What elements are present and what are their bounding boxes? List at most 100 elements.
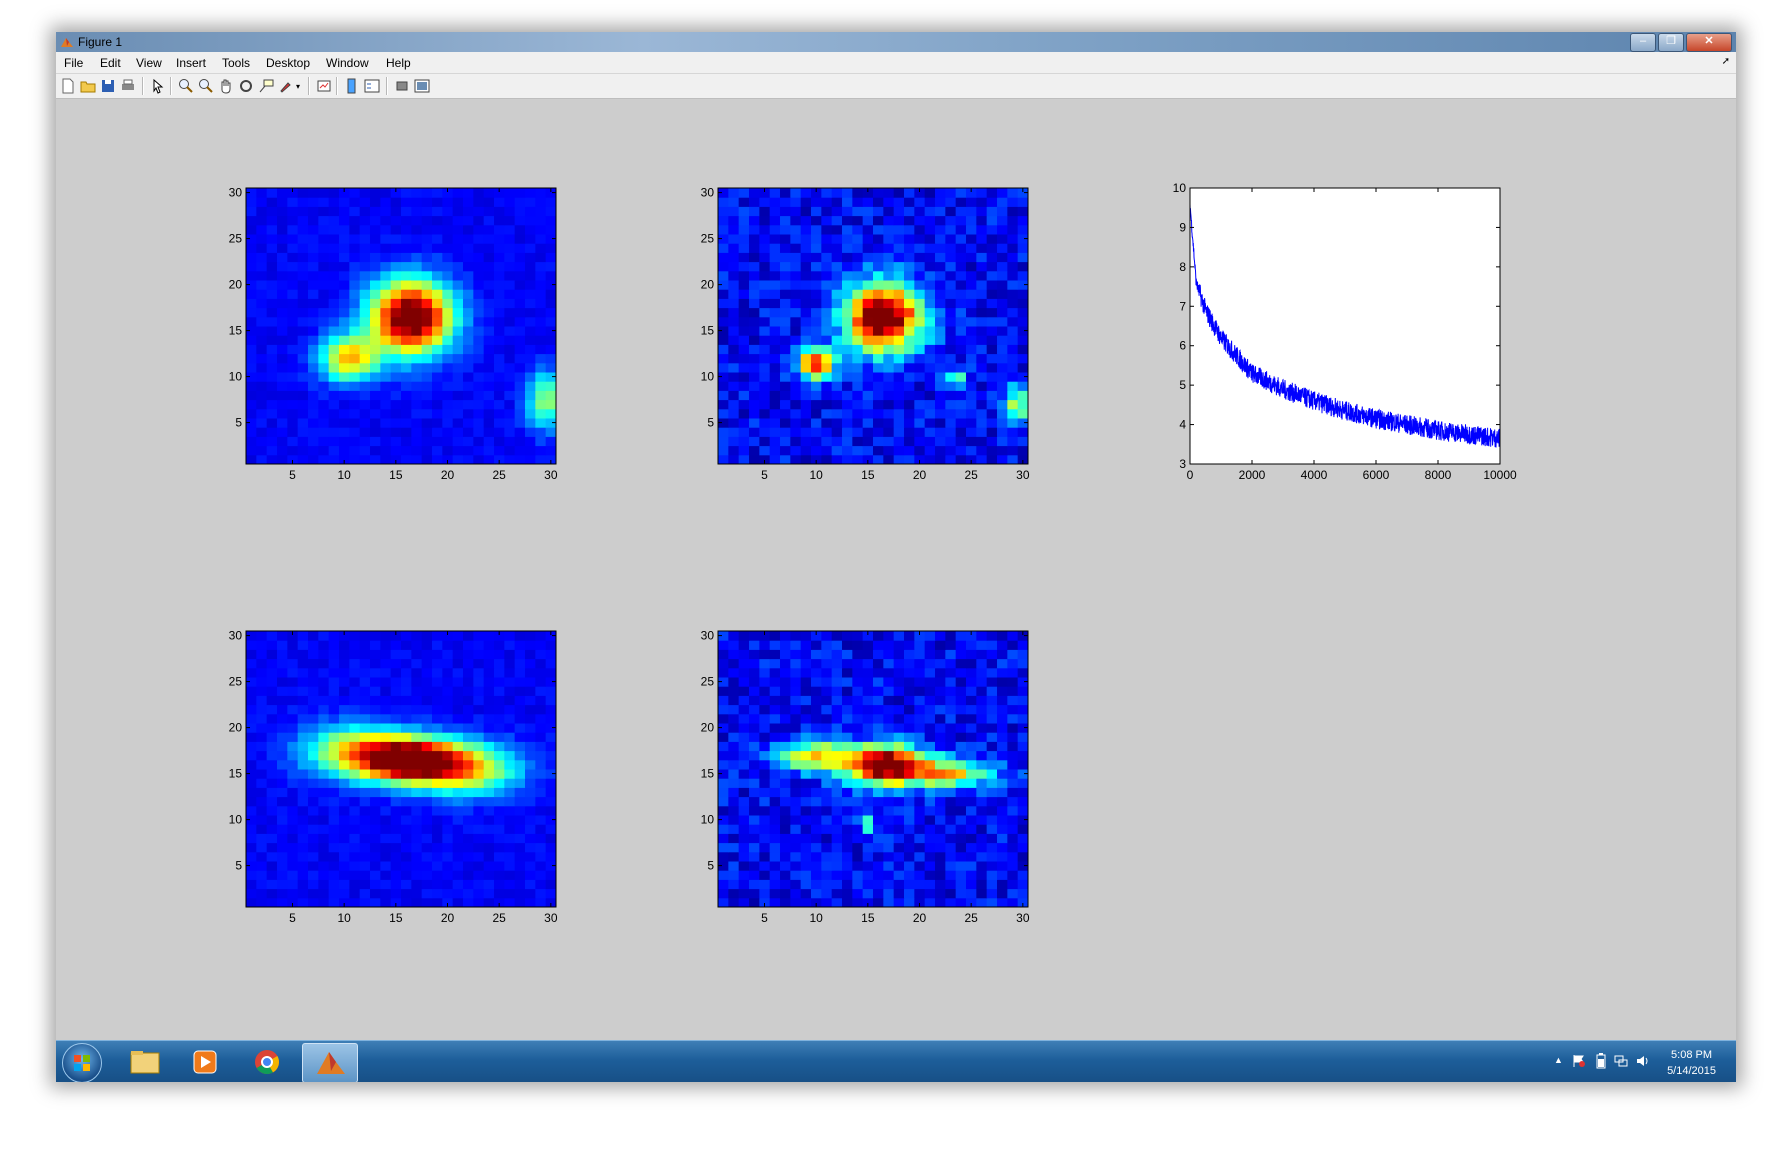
menu-tools[interactable]: Tools [222, 56, 251, 70]
clock[interactable]: 5:08 PM 5/14/2015 [1667, 1047, 1716, 1079]
heatmap-plot-1[interactable]: 5 10 15 20 25 30 5 10 15 20 25 30 [206, 173, 586, 493]
show-plot-tools-icon[interactable] [414, 78, 430, 94]
heatmap-cell [945, 759, 957, 770]
heatmap-cell [821, 842, 833, 853]
heatmap-cell [535, 824, 547, 834]
heatmap-cell [955, 418, 967, 428]
heatmap-cell [759, 769, 771, 779]
windows-explorer-icon[interactable] [118, 1043, 172, 1081]
data-cursor-icon[interactable] [258, 78, 274, 94]
heatmap-cell [328, 289, 340, 299]
heatmap-cell [463, 842, 474, 853]
heatmap-cell [483, 243, 495, 253]
heatmap-cell [759, 759, 771, 770]
pan-hand-icon[interactable] [218, 78, 234, 94]
heatmap-cell [893, 270, 905, 281]
heatmap-cell [297, 759, 309, 770]
heatmap-cell [976, 427, 988, 437]
menu-window[interactable]: Window [326, 56, 369, 70]
dock-arrow-icon[interactable]: ➚ [1721, 56, 1730, 67]
heatmap-plot-3[interactable]: 5 10 15 20 25 30 5 10 15 20 25 30 [206, 616, 586, 936]
heatmap-cell [811, 399, 822, 410]
heatmap-cell [738, 372, 750, 382]
heatmap-cell [349, 307, 361, 318]
heatmap-cell [266, 741, 278, 752]
heatmap-cell [349, 640, 361, 650]
heatmap-cell [380, 732, 392, 742]
print-icon[interactable] [120, 78, 136, 94]
heatmap-cell [935, 732, 946, 742]
close-button[interactable]: ✕ [1686, 33, 1732, 52]
heatmap-cell [359, 326, 371, 336]
menu-edit[interactable]: Edit [100, 56, 121, 70]
menu-file[interactable]: File [64, 56, 84, 70]
save-icon[interactable] [100, 78, 116, 94]
heatmap-cell [800, 769, 812, 779]
matlab-taskbar-icon[interactable] [302, 1043, 358, 1082]
open-folder-icon[interactable] [80, 78, 96, 94]
rotate-3d-icon[interactable] [238, 78, 254, 94]
heatmap-cell [442, 778, 454, 788]
action-center-flag-icon[interactable] [1572, 1054, 1586, 1068]
start-orb-icon[interactable] [62, 1043, 102, 1082]
media-player-icon[interactable] [178, 1043, 232, 1081]
zoom-in-icon[interactable] [178, 78, 194, 94]
heatmap-cell [986, 897, 998, 908]
heatmap-cell [759, 723, 771, 733]
heatmap-cell [728, 677, 740, 687]
heatmap-cell [790, 353, 802, 364]
heatmap-cell [759, 778, 771, 788]
heatmap-cell [924, 261, 936, 272]
legend-icon[interactable] [364, 78, 380, 94]
battery-icon[interactable] [1596, 1053, 1606, 1069]
heatmap-cell [893, 861, 905, 871]
heatmap-plot-2[interactable]: 5 10 15 20 25 30 5 10 15 20 25 30 [678, 173, 1058, 493]
heatmap-cell [390, 408, 402, 419]
heatmap-cell [831, 704, 843, 715]
heatmap-cell [1007, 741, 1019, 752]
show-hidden-icons-icon[interactable]: ▲ [1554, 1055, 1563, 1065]
heatmap-cell [380, 381, 392, 391]
menu-help[interactable]: Help [386, 56, 411, 70]
new-file-icon[interactable] [60, 78, 76, 94]
network-icon[interactable] [1614, 1054, 1628, 1068]
heatmap-cell [986, 353, 998, 364]
heatmap-cell [339, 658, 350, 669]
menu-view[interactable]: View [136, 56, 162, 70]
heatmap-cell [935, 307, 946, 318]
heatmap-cell [883, 390, 895, 401]
heatmap-cell [904, 261, 915, 272]
volume-icon[interactable] [1636, 1054, 1650, 1068]
chrome-icon[interactable] [240, 1043, 294, 1081]
heatmap-cell [452, 723, 464, 733]
heatmap-cell [842, 677, 853, 687]
heatmap-cell [893, 732, 905, 742]
brush-dropdown-icon[interactable]: ▾ [296, 82, 301, 91]
link-plot-icon[interactable] [316, 78, 332, 94]
heatmap-cell [873, 427, 884, 437]
hide-plot-tools-icon[interactable] [394, 78, 410, 94]
heatmap-cell [955, 215, 967, 226]
heatmap-cell [452, 769, 464, 779]
menu-desktop[interactable]: Desktop [266, 56, 311, 70]
edit-plot-arrow-icon[interactable] [150, 78, 166, 94]
heatmap-cell [390, 723, 402, 733]
heatmap-cell [380, 188, 392, 198]
heatmap-cell [411, 796, 423, 807]
heatmap-cell [390, 362, 402, 373]
heatmap-cell [266, 362, 278, 373]
title-bar[interactable]: Figure 1 – ❐ ✕ [56, 32, 1736, 52]
minimize-button[interactable]: – [1630, 33, 1656, 52]
line-plot[interactable]: 0 2000 4000 6000 8000 10000 3 4 5 6 7 8 9 10 [1150, 173, 1530, 493]
heatmap-plot-4[interactable]: 5 10 15 20 25 30 5 10 15 20 25 30 [678, 616, 1058, 936]
heatmap-cell [277, 316, 288, 327]
colorbar-icon[interactable] [344, 78, 360, 94]
restore-button[interactable]: ❐ [1658, 33, 1684, 52]
menu-insert[interactable]: Insert [176, 56, 207, 70]
heatmap-cell [328, 640, 340, 650]
heatmap-cell [935, 824, 946, 834]
brush-icon[interactable] [278, 78, 294, 94]
zoom-out-icon[interactable] [198, 78, 214, 94]
heatmap-cell [862, 870, 874, 880]
heatmap-cell [852, 234, 864, 244]
